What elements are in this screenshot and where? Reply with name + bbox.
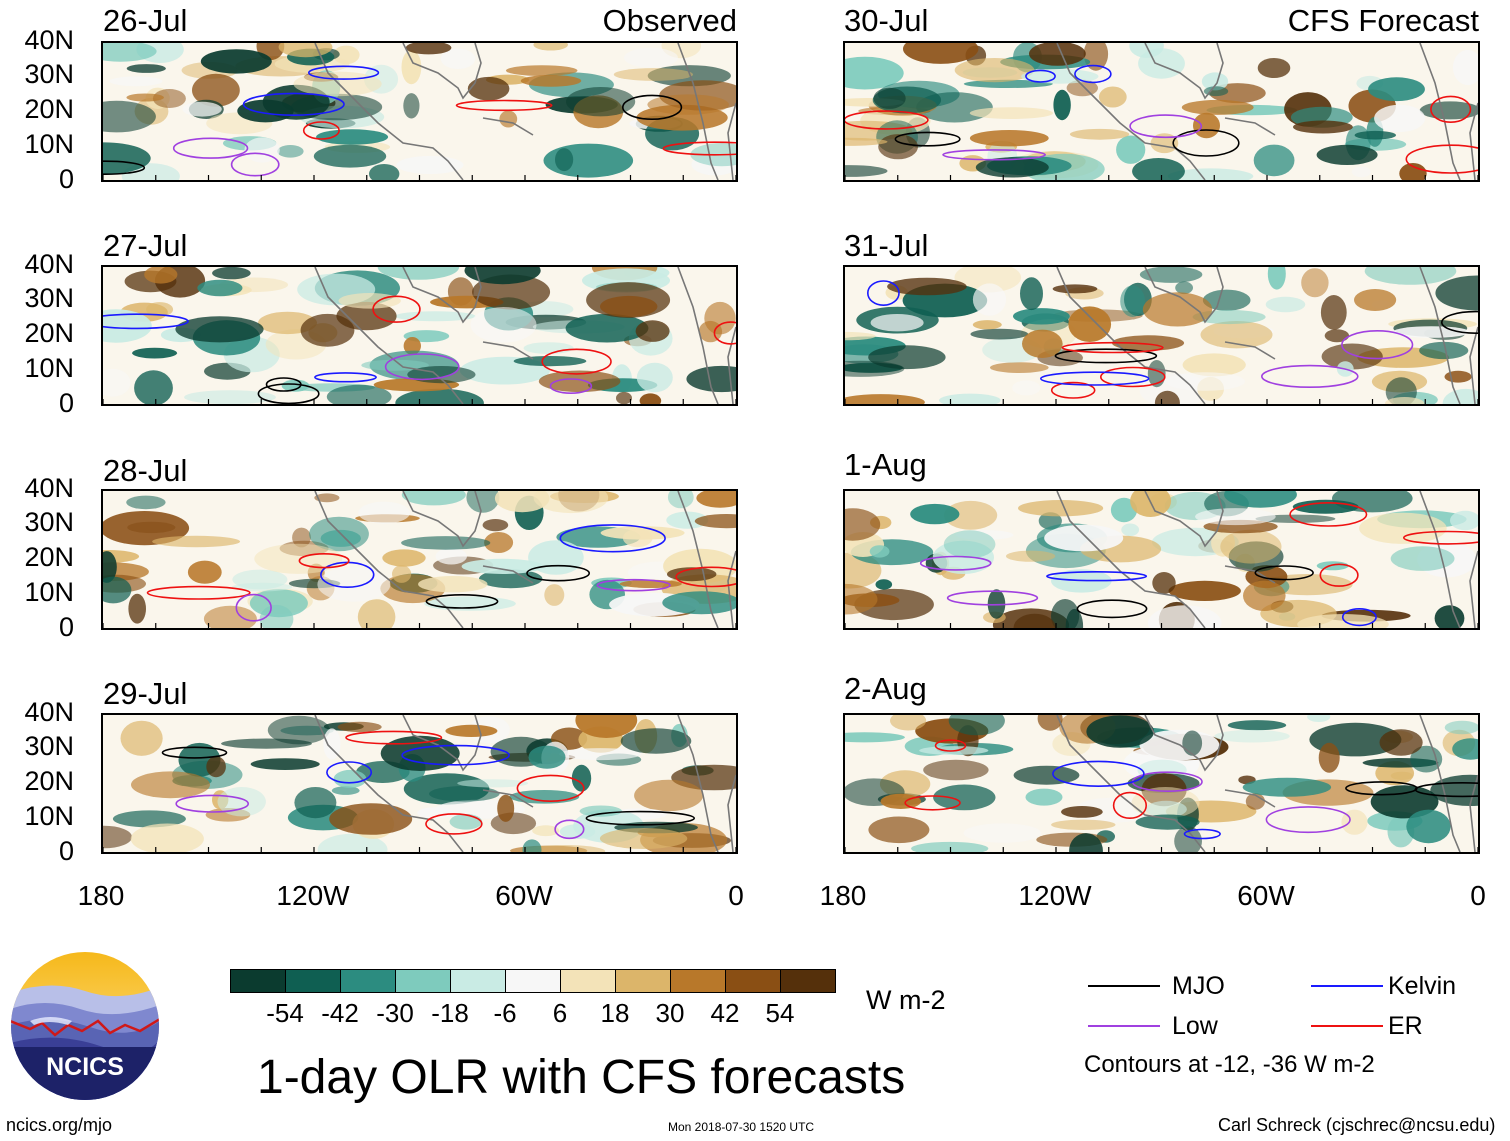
olr-field — [845, 715, 1478, 852]
legend-label-er: ER — [1388, 1012, 1423, 1040]
colorbar-label: 54 — [765, 998, 795, 1028]
colorbar-swatch — [615, 969, 671, 993]
colorbar-label: -54 — [266, 998, 304, 1028]
lat-label: 30N — [24, 59, 74, 89]
colorbar-swatch — [340, 969, 396, 993]
footer-timestamp: Mon 2018-07-30 1520 UTC — [668, 1120, 815, 1134]
lat-label: 10N — [24, 353, 74, 383]
map-panel-obs-3 — [101, 489, 738, 630]
lat-label: 0 — [58, 836, 74, 866]
lon-label: 120W — [1018, 880, 1092, 911]
lat-label: 40N — [24, 697, 74, 727]
legend-swatch-kelvin — [1311, 985, 1383, 987]
map-panel-obs-2 — [101, 265, 738, 406]
observed-label: Observed — [602, 3, 737, 38]
panel-date-obs-3: 28-Jul — [103, 453, 188, 488]
olr-field — [845, 43, 1478, 180]
lon-label: 180 — [819, 880, 867, 911]
legend-label-mjo: MJO — [1172, 972, 1225, 1000]
lat-label: 20N — [24, 318, 74, 348]
lon-label: 60W — [1237, 880, 1295, 911]
colorbar-label: -18 — [431, 998, 469, 1028]
colorbar-swatch — [780, 969, 836, 993]
lon-label: 60W — [495, 880, 553, 911]
colorbar-swatch — [560, 969, 616, 993]
lat-label: 0 — [58, 388, 74, 418]
logo-text: NCICS — [46, 1053, 124, 1081]
lon-label: 0 — [728, 880, 744, 911]
colorbar-swatch — [450, 969, 506, 993]
forecast-label: CFS Forecast — [1287, 3, 1479, 38]
legend-label-kelvin: Kelvin — [1388, 972, 1457, 1000]
colorbar-swatch — [395, 969, 451, 993]
legend-label-low: Low — [1172, 1012, 1218, 1040]
footer-credit: Carl Schreck (cjschrec@ncsu.edu) — [1218, 1115, 1496, 1135]
lat-label: 30N — [24, 507, 74, 537]
panel-date-fc-2: 31-Jul — [844, 228, 929, 263]
map-panel-fc-4 — [843, 713, 1480, 854]
lat-label: 10N — [24, 129, 74, 159]
lat-label: 30N — [24, 283, 74, 313]
map-panel-obs-1 — [101, 41, 738, 182]
lat-label: 40N — [24, 249, 74, 279]
lat-label: 30N — [24, 731, 74, 761]
lat-label: 20N — [24, 542, 74, 572]
colorbar-swatch — [670, 969, 726, 993]
colorbar-label: -42 — [321, 998, 359, 1028]
olr-field — [845, 491, 1478, 628]
legend-swatch-low — [1088, 1025, 1160, 1027]
colorbar-label: -6 — [493, 998, 517, 1028]
legend-swatch-er — [1311, 1025, 1383, 1027]
olr-field — [103, 267, 736, 404]
lat-label: 10N — [24, 577, 74, 607]
ncics-logo-icon: NCICS — [11, 952, 159, 1100]
colorbar-swatch — [285, 969, 341, 993]
panel-date-fc-3: 1-Aug — [844, 447, 927, 482]
lat-label: 0 — [58, 164, 74, 194]
olr-field — [845, 267, 1478, 404]
olr-field — [103, 43, 736, 180]
map-panel-fc-3 — [843, 489, 1480, 630]
map-panel-fc-2 — [843, 265, 1480, 406]
colorbar-units: W m-2 — [866, 985, 946, 1015]
lon-label: 120W — [276, 880, 350, 911]
panel-date-obs-2: 27-Jul — [103, 228, 188, 263]
figure-title: 1-day OLR with CFS forecasts — [257, 1051, 906, 1104]
lon-label: 180 — [77, 880, 125, 911]
colorbar-label: -30 — [376, 998, 414, 1028]
lat-label: 10N — [24, 801, 74, 831]
lat-label: 0 — [58, 612, 74, 642]
colorbar-swatch — [230, 969, 286, 993]
colorbar-label: 42 — [710, 998, 740, 1028]
olr-field — [103, 715, 736, 852]
lat-label: 20N — [24, 766, 74, 796]
olr-field — [103, 491, 736, 628]
footer-url: ncics.org/mjo — [6, 1115, 113, 1135]
colorbar-swatch — [725, 969, 781, 993]
map-panel-obs-4 — [101, 713, 738, 854]
lat-label: 40N — [24, 473, 74, 503]
lon-label: 0 — [1470, 880, 1486, 911]
lat-label: 40N — [24, 25, 74, 55]
colorbar-label: 18 — [600, 998, 630, 1028]
panel-date-obs-4: 29-Jul — [103, 676, 188, 711]
panel-date-fc-4: 2-Aug — [844, 671, 927, 706]
legend-swatch-mjo — [1088, 985, 1160, 987]
panel-date-obs-1: 26-Jul — [103, 3, 188, 38]
lat-label: 20N — [24, 94, 74, 124]
map-panel-fc-1 — [843, 41, 1480, 182]
colorbar-label: 6 — [552, 998, 568, 1028]
legend-note: Contours at -12, -36 W m-2 — [1084, 1051, 1375, 1078]
colorbar-label: 30 — [655, 998, 685, 1028]
colorbar-swatch — [505, 969, 561, 993]
panel-date-fc-1: 30-Jul — [844, 3, 929, 38]
ncics-logo: NCICS — [10, 951, 160, 1101]
